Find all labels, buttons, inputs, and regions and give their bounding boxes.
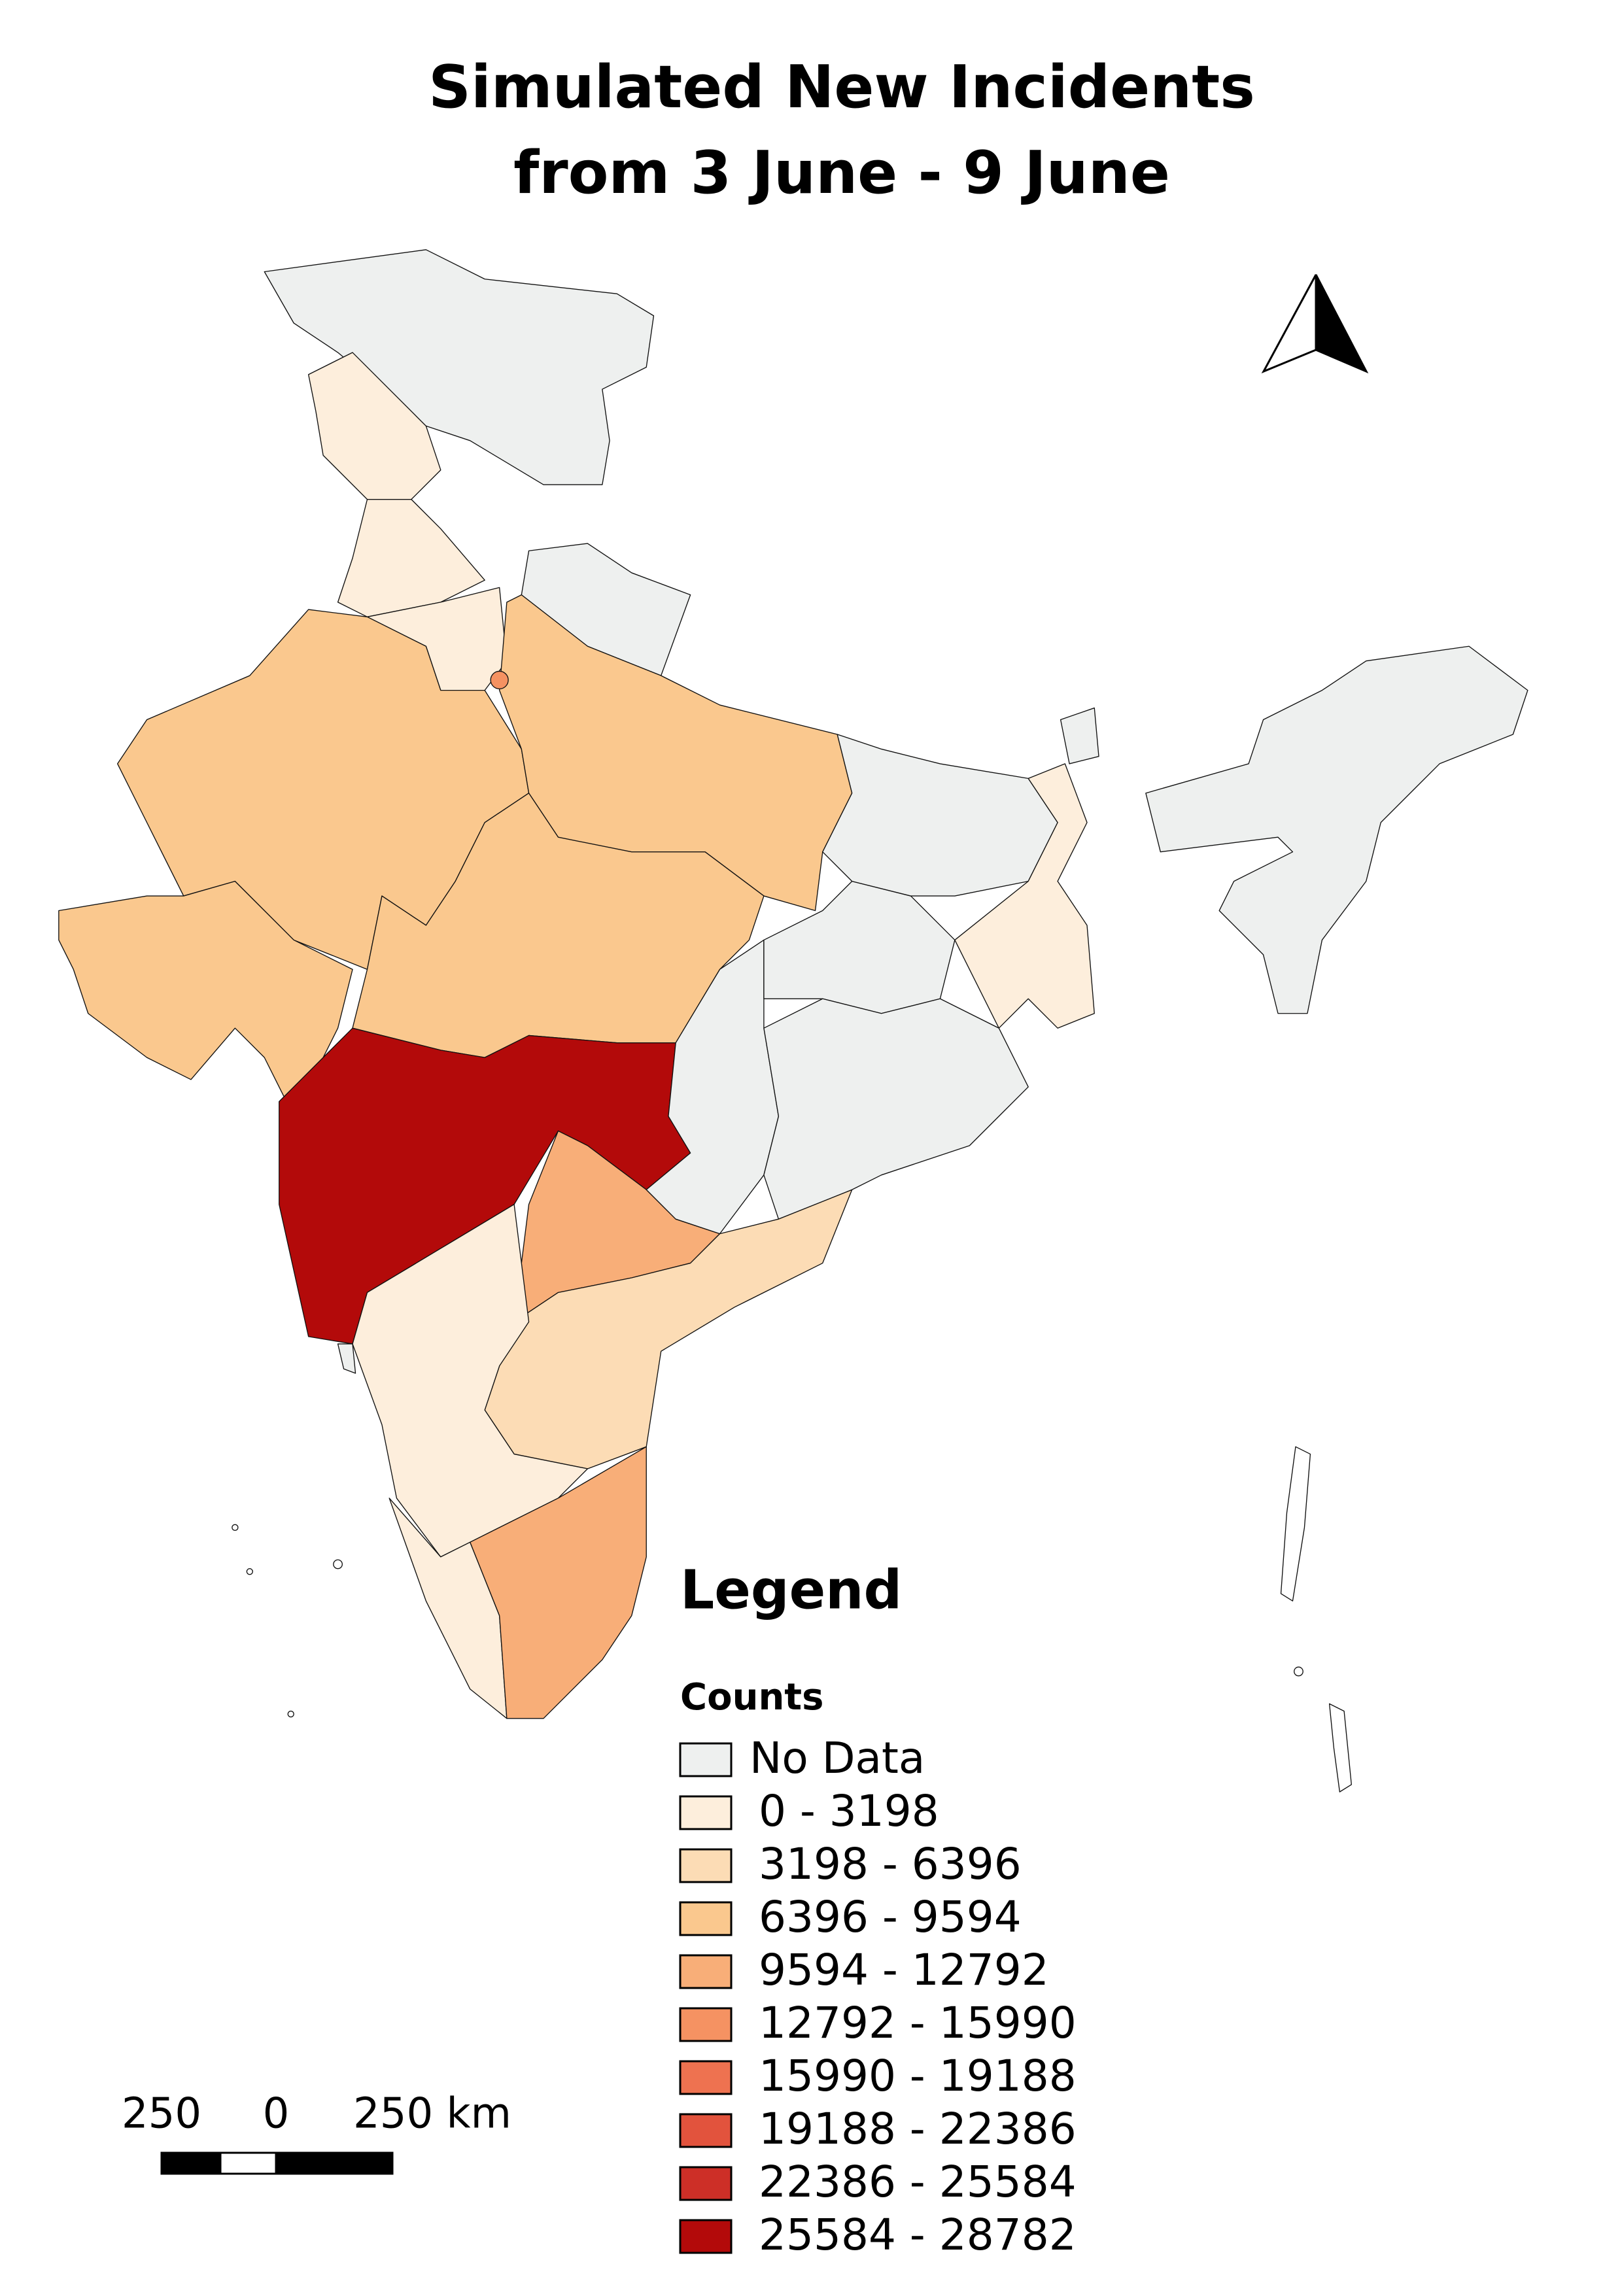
legend-swatch — [679, 1901, 733, 1936]
region — [646, 939, 780, 1235]
title-line: from 3 June - 9 June — [513, 139, 1170, 207]
region — [498, 594, 853, 912]
scale-label: 0 — [263, 2090, 290, 2138]
legend-swatch — [679, 2166, 733, 2201]
legend-swatch — [679, 1795, 733, 1830]
legend-title: Legend — [680, 1559, 902, 1621]
legend-swatch — [679, 2219, 733, 2254]
island — [1294, 1666, 1303, 1677]
legend-label: 9594 - 12792 — [759, 1945, 1049, 1995]
legend-label: 19188 - 22386 — [759, 2104, 1077, 2154]
legend-label: 0 - 3198 — [759, 1786, 939, 1836]
legend-label: 22386 - 25584 — [759, 2157, 1077, 2207]
island — [1328, 1703, 1352, 1792]
island — [246, 1568, 253, 1575]
region — [58, 880, 353, 1117]
island — [287, 1710, 294, 1718]
scale-bar: 250 0 250 km — [122, 2090, 511, 2175]
legend-swatch — [679, 1954, 733, 1989]
region — [470, 1446, 647, 1719]
india-map — [58, 249, 1528, 1792]
region — [490, 670, 509, 690]
region — [352, 1204, 589, 1558]
legend-subtitle: Counts — [680, 1676, 823, 1719]
legend-swatch — [679, 2113, 733, 2148]
island — [1280, 1446, 1311, 1602]
island — [232, 1524, 239, 1532]
region — [822, 734, 1058, 897]
legend-swatch — [679, 2007, 733, 2042]
island — [333, 1559, 343, 1569]
north-arrow — [1261, 274, 1369, 374]
region — [763, 998, 1029, 1220]
title-line: Simulated New Incidents — [428, 53, 1255, 122]
legend-label: 6396 - 9594 — [759, 1892, 1022, 1942]
legend-label: 25584 - 28782 — [759, 2210, 1077, 2260]
scale-label: 250 — [122, 2090, 201, 2138]
region — [1060, 707, 1099, 764]
legend-label: No Data — [750, 1733, 925, 1783]
legend-label: 15990 - 19188 — [759, 2051, 1077, 2101]
legend-swatch — [679, 1848, 733, 1883]
north-arrow-right — [1315, 274, 1369, 374]
legend-swatch — [679, 2060, 733, 2095]
region — [954, 763, 1095, 1029]
legend-swatch — [679, 1742, 733, 1777]
scale-segment — [219, 2151, 277, 2175]
legend-label: 12792 - 15990 — [759, 1998, 1077, 2048]
scale-segment — [160, 2151, 222, 2175]
region — [1145, 645, 1528, 1014]
scale-label: 250 km — [353, 2090, 511, 2138]
scale-segment — [275, 2151, 394, 2175]
region — [337, 1343, 356, 1374]
legend-label: 3198 - 6396 — [759, 1839, 1022, 1889]
